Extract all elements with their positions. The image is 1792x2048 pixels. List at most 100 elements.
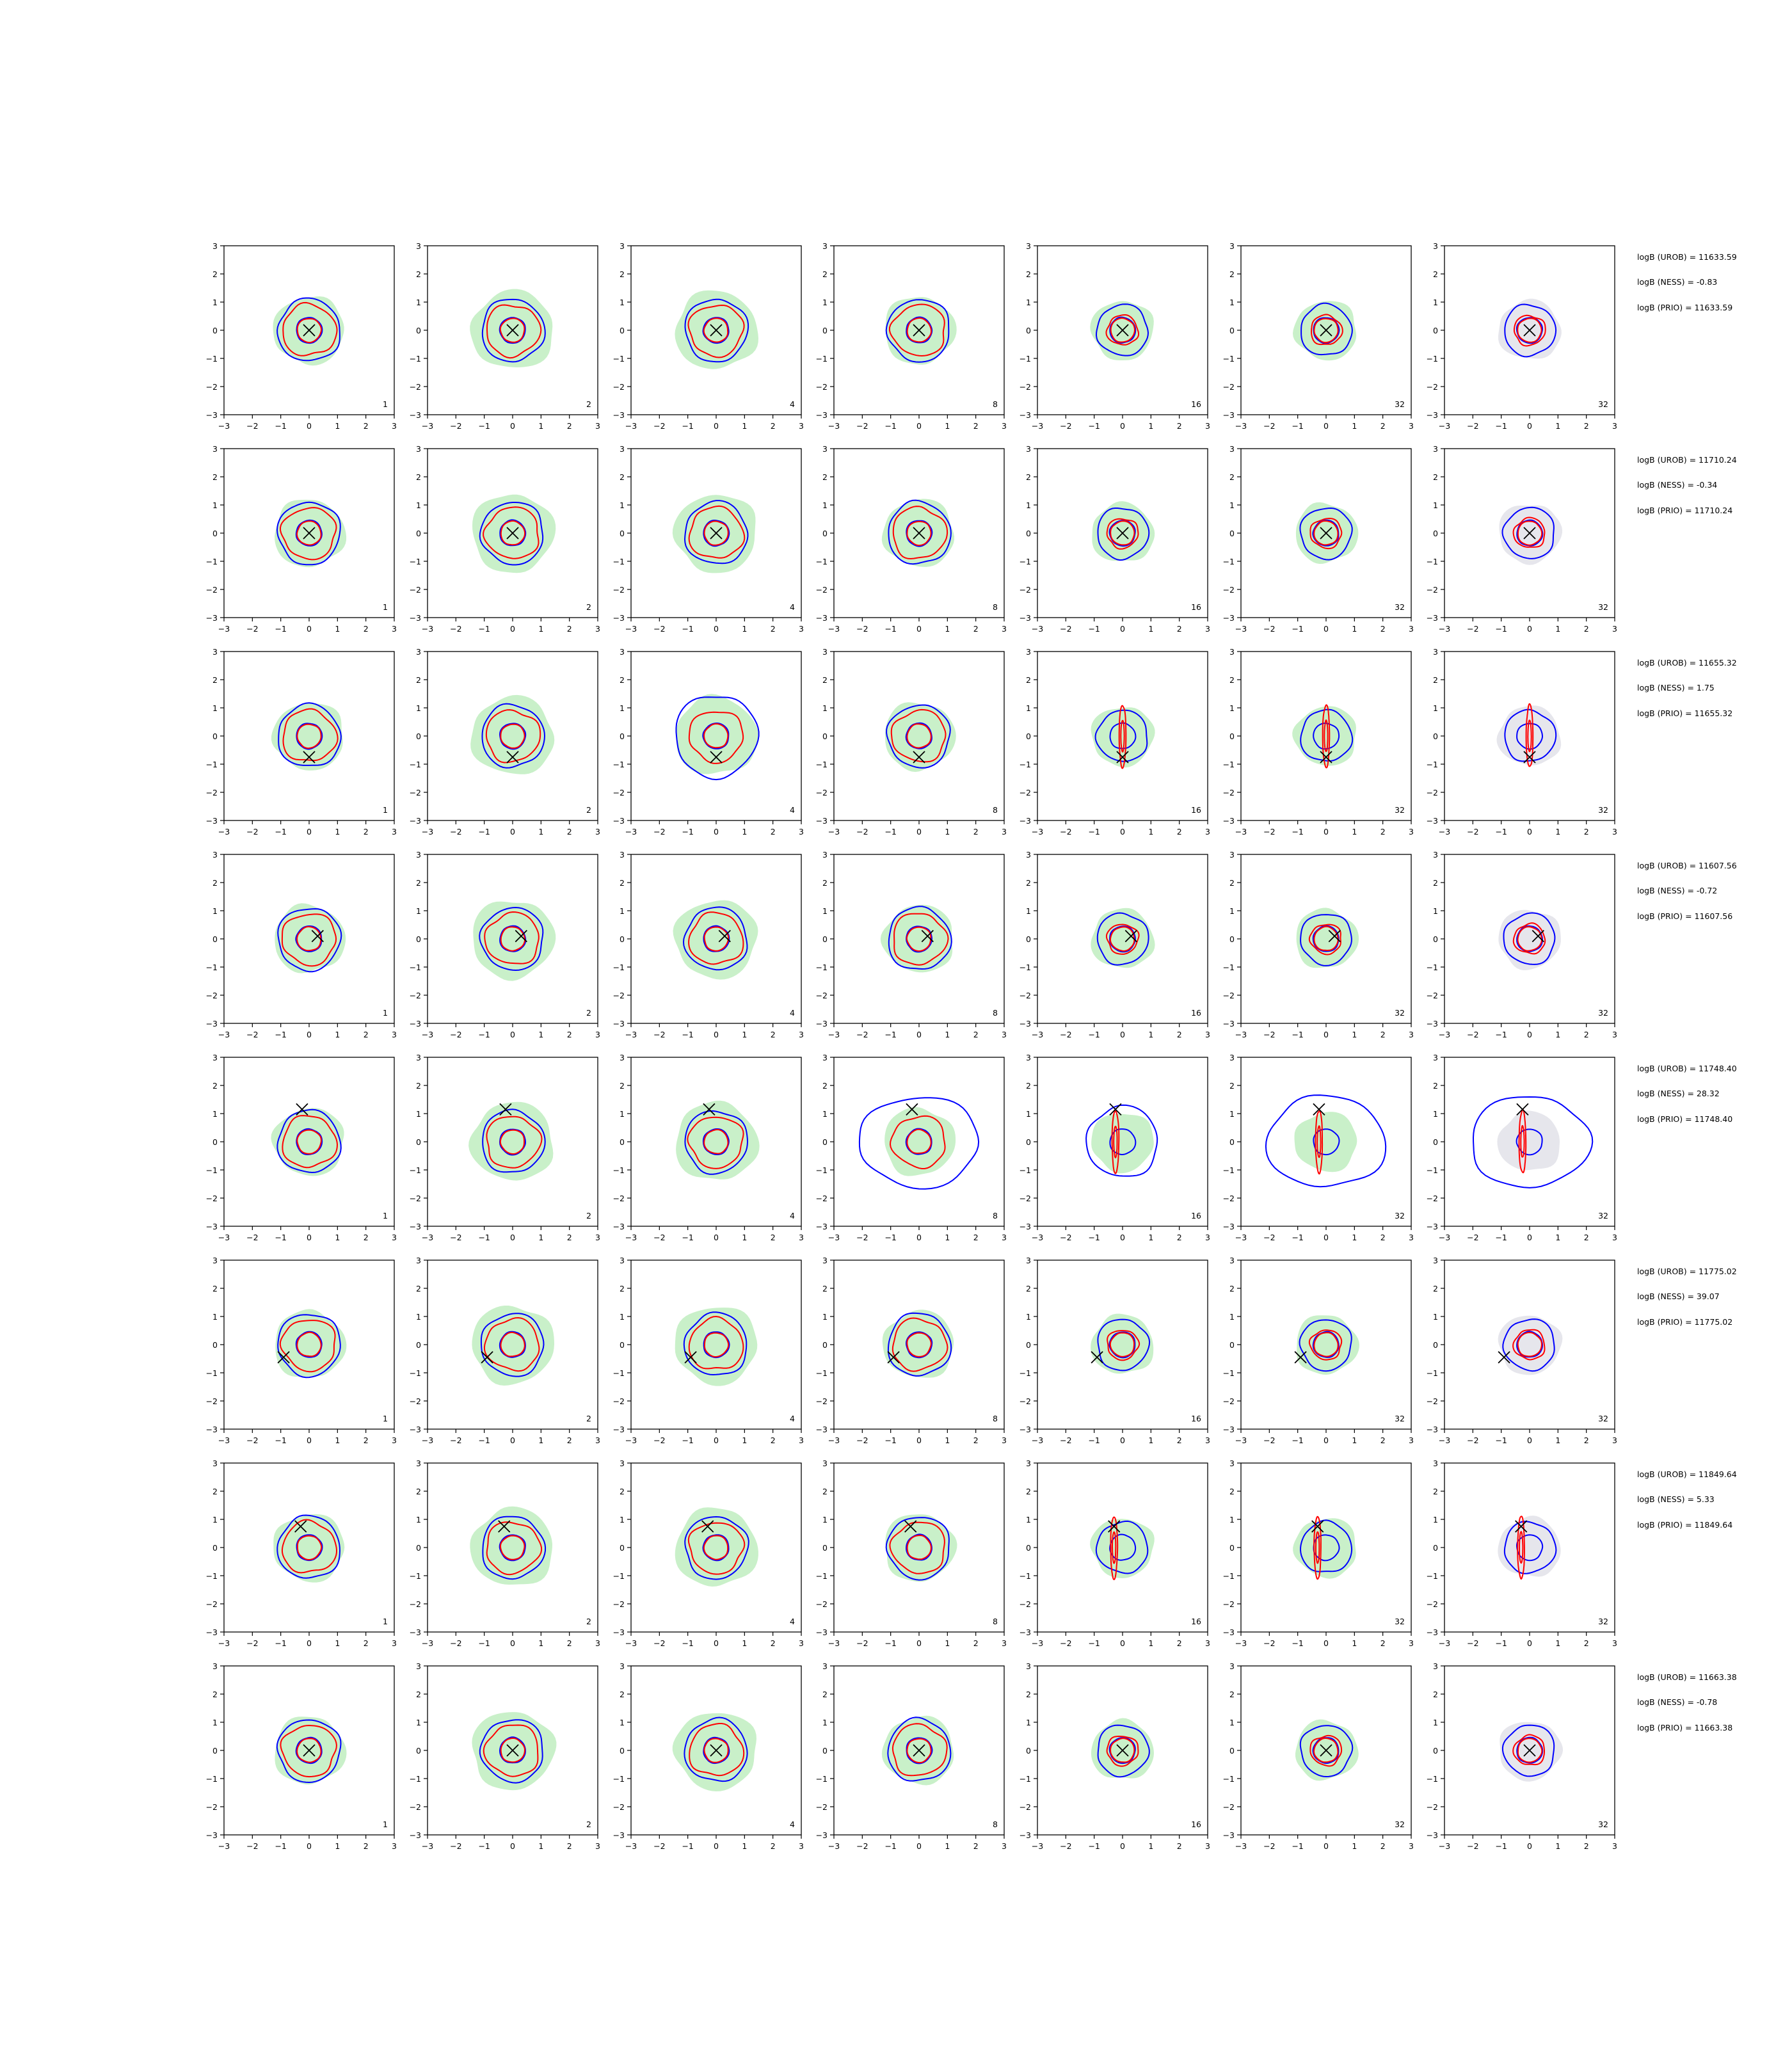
red-contour-inner [703,1128,729,1155]
y-tick-label: 2 [1229,675,1235,685]
x-tick-label: −3 [1235,827,1247,836]
red-contour-inner [296,1331,322,1357]
true-value-marker [303,751,316,764]
red-contour-inner [703,520,729,546]
y-tick-label: 3 [1433,647,1438,657]
x-tick-label: 1 [945,1638,950,1648]
x-tick-label: 3 [799,1233,804,1242]
y-tick-label: 1 [1026,1515,1031,1524]
column-badge: 2 [586,1008,591,1018]
x-tick-label: 0 [714,1638,719,1648]
y-tick-label: 1 [1026,906,1031,916]
y-tick-label: −2 [206,382,218,392]
y-tick-label: −2 [1020,1802,1031,1812]
y-tick-label: 1 [212,1312,218,1322]
y-tick-label: 1 [1229,703,1235,713]
y-tick-label: 1 [1026,298,1031,307]
x-tick-label: −2 [856,624,868,634]
y-tick-label: 3 [1026,647,1031,657]
x-tick-label: 1 [538,1841,543,1851]
x-tick-label: −3 [1235,1233,1247,1242]
blue-contour-inner [295,1331,323,1358]
blue-contour-outer [482,1516,547,1580]
panel-r8-c4: −3−3 −2 −2 −1 −1 0 0 1 1 2 2 3 3 8 [816,1661,1007,1851]
x-tick-label: −2 [856,1233,868,1242]
true-value-marker [1124,929,1137,943]
y-tick-label: 1 [620,1312,625,1322]
blue-contour-outer [1085,1104,1158,1177]
y-tick-label: 3 [822,241,828,251]
blue-contour-inner [1312,1331,1340,1358]
x-tick-label: −3 [1439,421,1450,431]
blue-contour-inner [702,317,730,344]
blue-contour-inner [499,519,527,547]
y-tick-label: −1 [1223,1165,1235,1175]
x-tick-label: 2 [567,1638,572,1648]
panel-r5-c2: −3−3 −2 −2 −1 −1 0 0 1 1 2 2 3 3 2 [410,1053,600,1242]
y-tick-label: 1 [1026,703,1031,713]
column-badge: 16 [1191,1211,1201,1220]
column-badge: 8 [993,1414,998,1423]
x-tick-label: −2 [653,1841,665,1851]
x-tick-label: 0 [1527,1233,1532,1242]
red-contour-inner [500,520,526,546]
y-tick-label: 2 [212,1081,218,1091]
panel-r6-c2: −3−3 −2 −2 −1 −1 0 0 1 1 2 2 3 3 2 [410,1256,600,1445]
y-tick-label: −1 [816,1774,828,1784]
column-badge: 16 [1191,399,1201,409]
y-tick-label: 2 [1433,472,1438,482]
true-value-marker [1116,751,1129,764]
y-tick-label: −2 [1223,1396,1235,1406]
x-tick-label: −3 [1439,1841,1450,1851]
panel-r6-c1: −3−3 −2 −2 −1 −1 0 0 1 1 2 2 3 3 1 [206,1256,397,1445]
x-tick-label: 3 [392,1436,397,1445]
x-tick-label: −1 [275,1841,286,1851]
red-contour-inner [1110,926,1135,952]
true-value-marker [701,1520,714,1533]
blue-contour-inner [703,925,730,952]
y-tick-label: −1 [613,760,625,769]
x-tick-label: 1 [742,1030,747,1039]
y-tick-label: −1 [613,557,625,566]
y-tick-label: −2 [206,788,218,797]
y-tick-label: 0 [620,1137,625,1147]
true-value-marker [1320,1744,1332,1757]
row-logb-label: logB (NESS) = -0.78 [1637,1697,1717,1707]
y-tick-label: −3 [1223,1830,1235,1840]
true-value-marker [906,1103,918,1116]
red-contour-outer [688,1315,744,1370]
x-tick-label: 3 [595,1841,600,1851]
y-tick-label: −2 [1427,1802,1438,1812]
y-tick-label: −2 [613,585,625,595]
y-tick-label: −2 [410,1194,421,1203]
y-tick-label: −1 [1020,1165,1031,1175]
x-tick-label: −2 [856,1030,868,1039]
red-contour-outer [892,1317,948,1372]
row-logb-label: logB (NESS) = -0.34 [1637,480,1717,490]
y-tick-label: 3 [1433,1661,1438,1671]
red-contour-outer [688,911,744,965]
y-tick-label: −3 [816,1830,828,1840]
column-badge: 32 [1598,1820,1608,1829]
y-tick-label: 0 [620,529,625,538]
red-contour-outer [1105,314,1139,346]
y-tick-label: 3 [1229,1661,1235,1671]
x-tick-label: 1 [1148,827,1153,836]
red-contour-outer [893,913,949,966]
true-value-marker [296,1103,308,1116]
y-tick-label: −3 [410,1425,421,1434]
y-tick-label: 2 [1229,1081,1235,1091]
y-tick-label: −2 [410,991,421,1000]
y-tick-label: 0 [1026,732,1031,741]
x-tick-label: −1 [1088,1436,1100,1445]
column-badge: 32 [1395,1617,1405,1626]
y-tick-label: −1 [1427,963,1438,972]
x-tick-label: −1 [682,827,693,836]
y-tick-label: −1 [206,1165,218,1175]
x-tick-label: −1 [682,1841,693,1851]
x-tick-label: −2 [246,1030,258,1039]
y-tick-label: 3 [1433,1053,1438,1062]
y-tick-label: 2 [212,269,218,279]
red-contour-inner [703,1738,729,1763]
x-tick-label: 0 [916,1638,922,1648]
